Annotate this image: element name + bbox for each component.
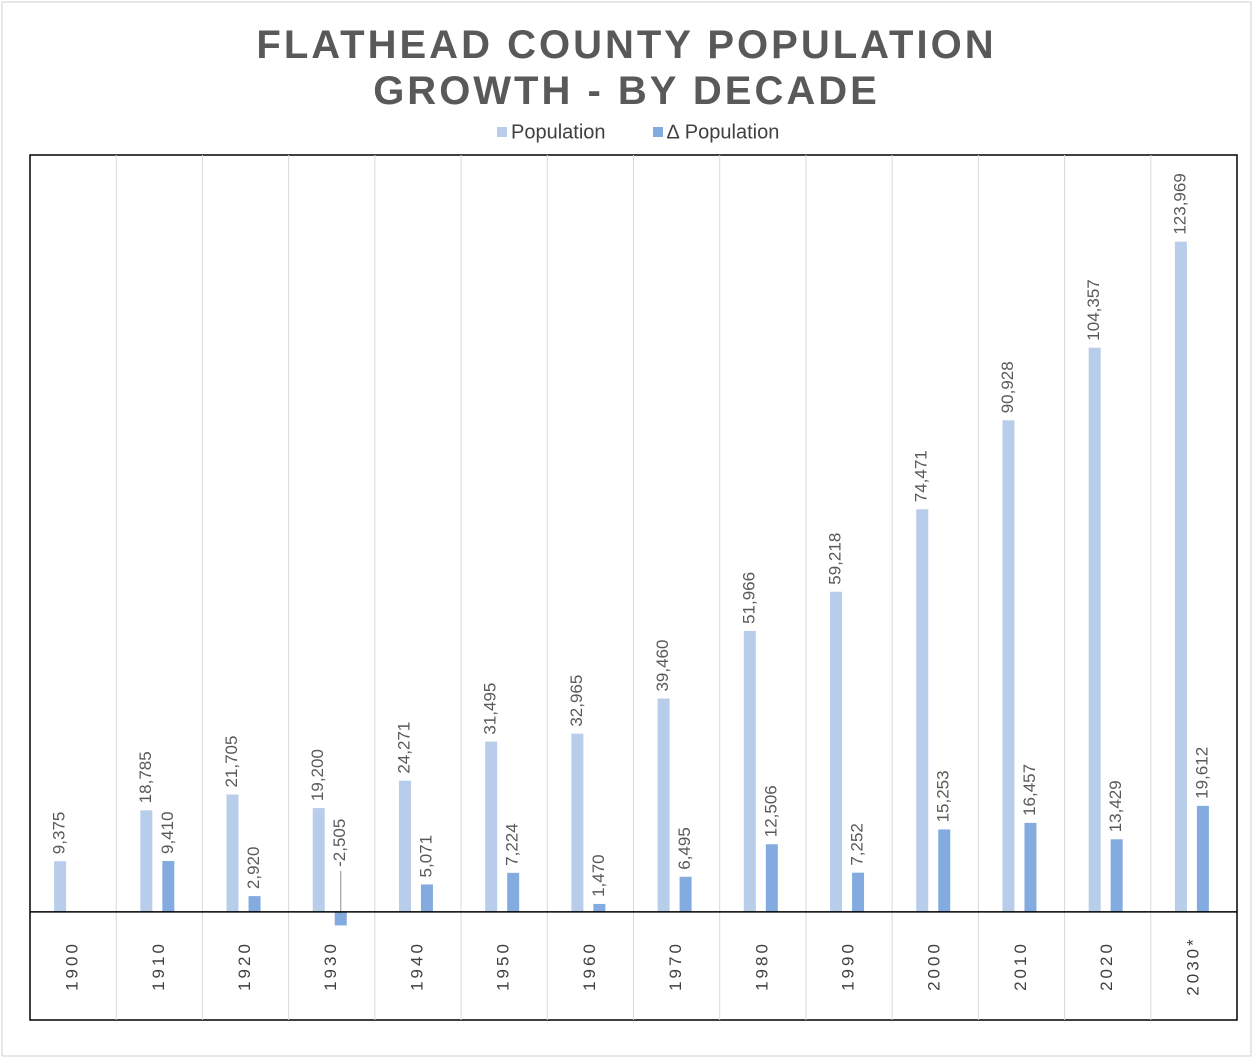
data-label: 16,457	[1020, 764, 1039, 816]
data-label: 9,410	[158, 811, 177, 854]
bar	[398, 780, 411, 912]
data-label: 13,429	[1106, 780, 1125, 832]
data-label: 7,252	[848, 823, 867, 866]
data-label: 21,705	[222, 736, 241, 788]
x-tick-label: 2000	[925, 941, 944, 991]
x-tick-label: 1980	[752, 941, 771, 991]
bar	[593, 903, 606, 912]
bar	[420, 884, 433, 912]
bar	[1002, 420, 1015, 912]
bar	[679, 876, 692, 912]
bar	[226, 794, 239, 912]
bar	[916, 509, 929, 912]
x-tick-label: 1970	[666, 941, 685, 991]
bar	[571, 733, 584, 912]
data-label: 51,966	[739, 572, 758, 624]
bar	[1088, 347, 1101, 912]
x-tick-label: 1950	[494, 941, 513, 991]
data-label: -2,505	[330, 819, 349, 867]
x-tick-label: 1940	[407, 941, 426, 991]
bar	[248, 896, 261, 912]
data-label: 19,200	[308, 749, 327, 801]
data-label: 6,495	[675, 827, 694, 870]
data-label: 31,495	[481, 683, 500, 735]
bar	[312, 808, 325, 912]
bar	[1110, 839, 1123, 912]
bar	[938, 829, 951, 912]
x-tick-label: 2010	[1011, 941, 1030, 991]
legend-label: ∆ Population	[667, 121, 779, 143]
data-label: 2,920	[244, 847, 263, 890]
bar	[54, 861, 67, 912]
data-label: 59,218	[826, 533, 845, 585]
x-tick-label: 1960	[580, 941, 599, 991]
bar	[1024, 822, 1037, 912]
data-label: 5,071	[416, 835, 435, 878]
bar	[830, 591, 843, 912]
x-tick-label: 1990	[839, 941, 858, 991]
x-tick-label: 2020	[1097, 941, 1116, 991]
data-label: 7,224	[503, 823, 522, 866]
x-tick-label: 2030*	[1183, 936, 1202, 995]
x-tick-label: 1910	[149, 941, 168, 991]
legend-swatch	[497, 127, 507, 137]
bar	[765, 844, 778, 912]
data-label: 123,969	[1170, 173, 1189, 234]
legend-swatch	[653, 127, 663, 137]
bar	[485, 741, 498, 912]
bar	[743, 630, 756, 912]
data-label: 9,375	[50, 812, 69, 855]
bar	[1174, 241, 1187, 912]
bar	[507, 872, 520, 912]
bar	[1196, 805, 1209, 912]
data-label: 19,612	[1192, 747, 1211, 799]
data-label: 24,271	[394, 722, 413, 774]
x-tick-label: 1930	[321, 941, 340, 991]
data-label: 104,357	[1084, 279, 1103, 340]
data-label: 18,785	[136, 751, 155, 803]
legend-label: Population	[511, 121, 606, 143]
chart-title: FLATHEAD COUNTY POPULATION GROWTH - BY D…	[256, 23, 997, 113]
bar	[852, 872, 865, 912]
data-label: 39,460	[653, 640, 672, 692]
x-tick-label: 1920	[235, 941, 254, 991]
data-label: 90,928	[998, 361, 1017, 413]
data-label: 32,965	[567, 675, 586, 727]
bar	[162, 861, 175, 912]
bar	[334, 911, 347, 926]
x-tick-label: 1900	[63, 941, 82, 991]
bar	[657, 698, 670, 912]
data-label: 12,506	[761, 785, 780, 837]
data-label: 15,253	[934, 770, 953, 822]
bar	[140, 810, 153, 912]
data-label: 1,470	[589, 854, 608, 897]
data-label: 74,471	[912, 450, 931, 502]
